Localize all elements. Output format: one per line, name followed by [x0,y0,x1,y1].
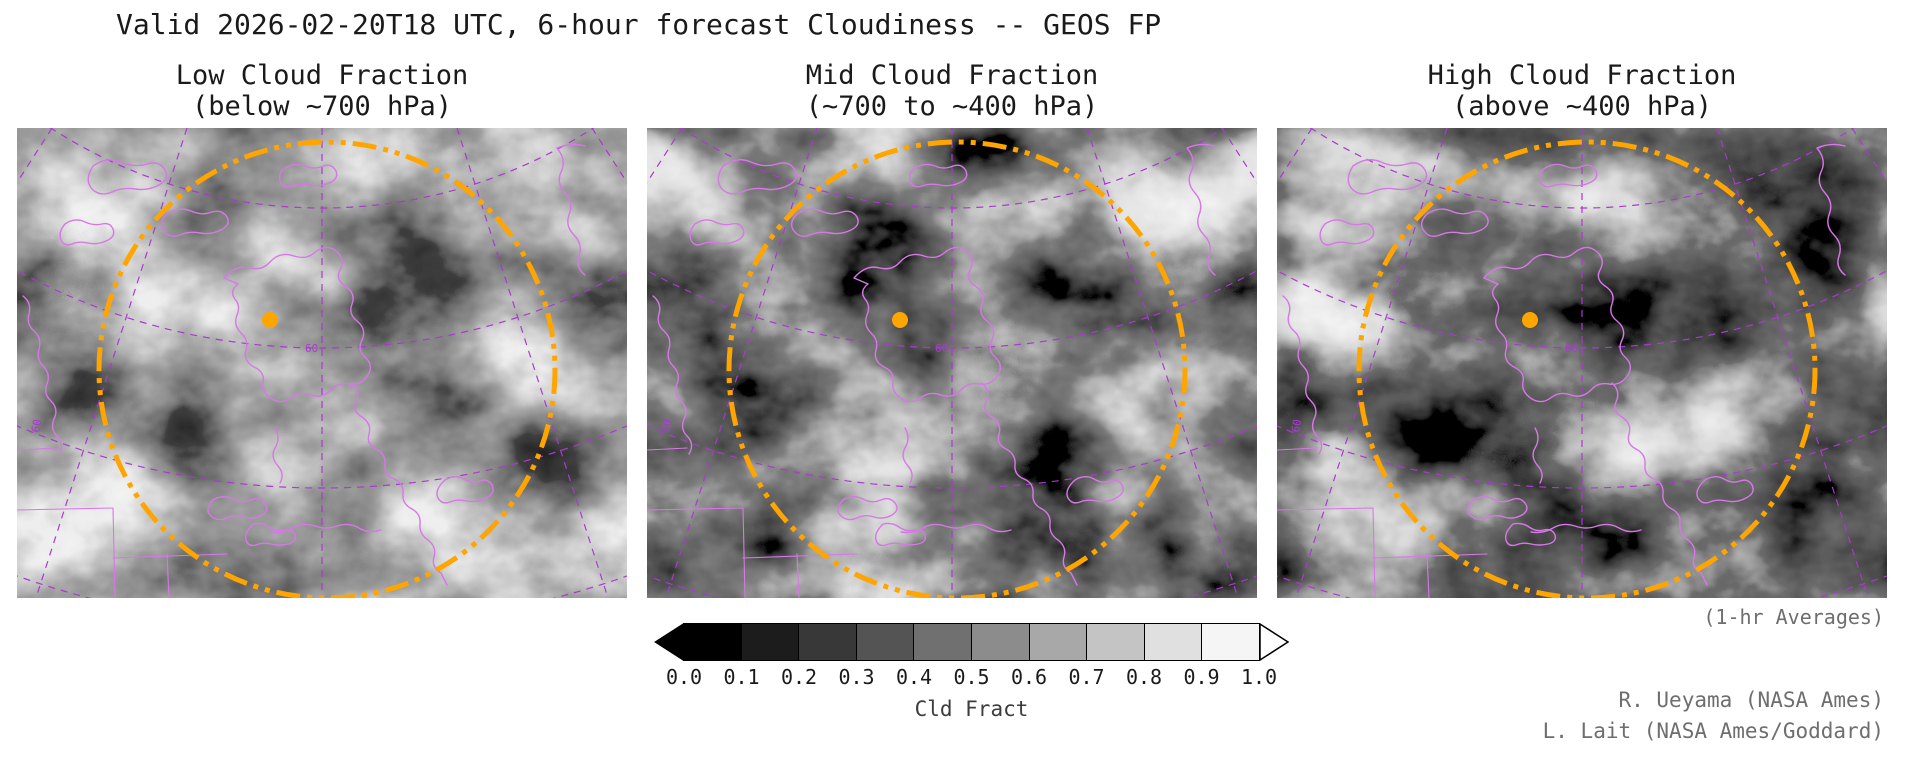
map-low-cloud-fraction [17,128,627,598]
colorbar-tick: 0.9 [1183,665,1220,689]
colorbar-cell [1086,624,1144,660]
credit-line-2: L. Lait (NASA Ames/Goddard) [1542,719,1884,743]
credit-line-1: R. Ueyama (NASA Ames) [1618,688,1884,712]
colorbar-label: Cld Fract [914,697,1029,721]
colorbar-tick: 0.6 [1010,665,1048,689]
colorbar-tick: 0.2 [780,665,818,689]
figure-title: Valid 2026-02-20T18 UTC, 6-hour forecast… [116,8,1162,41]
colorbar-arrow-left-shape [654,623,683,661]
panel-high-title: High Cloud Fraction [1427,60,1737,91]
map-high-cloud-fraction [1277,128,1887,598]
panel-high: High Cloud Fraction (above ~400 hPa) [1277,60,1887,598]
colorbar-tick: 0.4 [895,665,933,689]
colorbar-bar [653,623,1290,661]
colorbar-arrow-left [654,623,683,661]
panel-mid-subtitle: (~700 to ~400 hPa) [805,91,1099,122]
colorbar-tick: 0.7 [1068,665,1105,689]
colorbar-tick: 0.8 [1125,665,1163,689]
colorbar-tick: 0.5 [953,665,990,689]
panel-low: Low Cloud Fraction (below ~700 hPa) [17,60,627,598]
colorbar-cell [798,624,856,660]
colorbar-tick: 0.0 [665,665,703,689]
panel-high-subtitle: (above ~400 hPa) [1451,91,1713,122]
colorbar-ticks: 0.0 0.1 0.2 0.3 0.4 0.5 0.6 0.7 0.8 0.9 1.0 [666,665,1277,691]
panel-low-title: Low Cloud Fraction [175,60,469,91]
colorbar-cells [683,623,1260,661]
colorbar-arrow-right-shape [1260,623,1290,661]
colorbar-cell [913,624,971,660]
colorbar-tick: 1.0 [1240,665,1278,689]
averaging-note: (1-hr Averages) [1703,605,1884,629]
colorbar-arrow-right [1260,623,1290,661]
panel-mid-title: Mid Cloud Fraction [805,60,1099,91]
colorbar-cell [740,624,799,660]
colorbar-cell [1143,624,1202,660]
colorbar-cell [1028,624,1087,660]
panel-mid: Mid Cloud Fraction (~700 to ~400 hPa) [647,60,1257,598]
colorbar-cell [684,624,741,660]
panel-low-subtitle: (below ~700 hPa) [191,91,453,122]
colorbar-cell [1201,624,1259,660]
colorbar-cell [970,624,1029,660]
colorbar-tick: 0.1 [723,665,760,689]
colorbar: 0.0 0.1 0.2 0.3 0.4 0.5 0.6 0.7 0.8 0.9 1.0 Cld Fr… [653,623,1290,721]
colorbar-cell [855,624,914,660]
map-mid-cloud-fraction [647,128,1257,598]
colorbar-tick: 0.3 [838,665,875,689]
